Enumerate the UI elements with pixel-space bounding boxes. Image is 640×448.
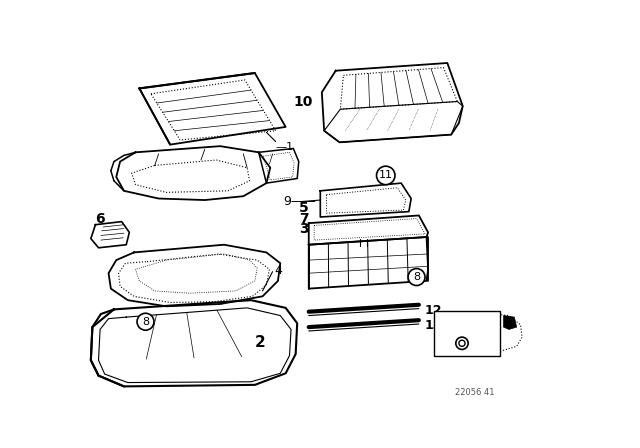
Circle shape (456, 337, 468, 349)
Text: 5: 5 (299, 201, 308, 215)
Text: 11: 11 (436, 317, 448, 327)
Text: 7: 7 (299, 211, 308, 225)
Text: 8: 8 (413, 272, 420, 282)
Text: 12: 12 (424, 304, 442, 317)
Text: 10: 10 (293, 95, 313, 108)
Text: 3: 3 (299, 222, 308, 237)
Text: 8: 8 (142, 317, 149, 327)
Text: 6: 6 (95, 212, 105, 226)
Bar (435, 311, 500, 356)
Text: 11: 11 (379, 170, 393, 181)
Circle shape (459, 340, 465, 346)
Circle shape (376, 166, 395, 185)
Text: —1: —1 (276, 142, 294, 152)
Text: 8: 8 (436, 338, 442, 348)
Text: 13: 13 (424, 319, 442, 332)
Polygon shape (504, 315, 516, 329)
Text: 22056 41: 22056 41 (455, 388, 495, 397)
Text: 2: 2 (255, 335, 266, 350)
Text: 4: 4 (274, 264, 282, 277)
Text: 9——: 9—— (284, 195, 316, 208)
Circle shape (408, 269, 425, 285)
Circle shape (137, 313, 154, 330)
